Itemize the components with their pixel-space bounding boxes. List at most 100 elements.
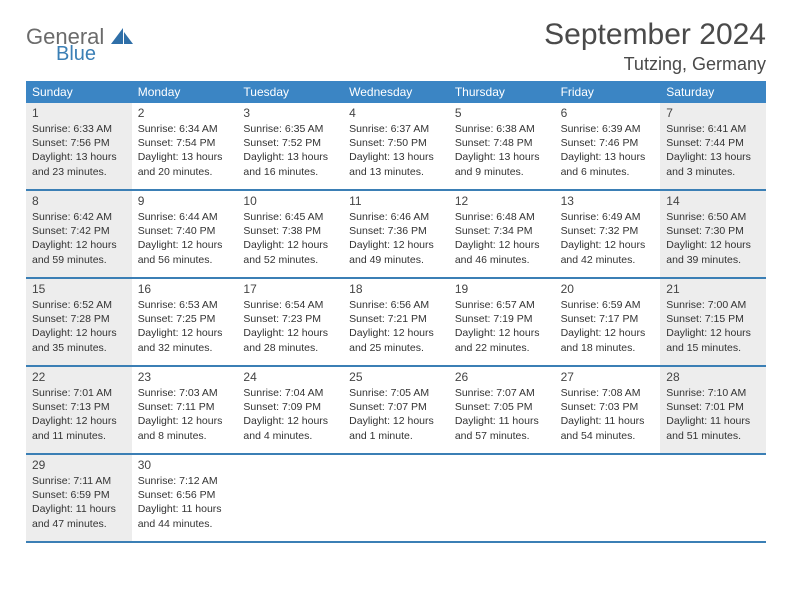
calendar-cell: 27Sunrise: 7:08 AMSunset: 7:03 PMDayligh… [555, 367, 661, 453]
daylight-text: Daylight: 13 hours and 23 minutes. [32, 150, 126, 178]
day-number: 3 [243, 106, 337, 120]
title-block: September 2024 Tutzing, Germany [544, 18, 766, 75]
daylight-text: Daylight: 13 hours and 6 minutes. [561, 150, 655, 178]
daylight-text: Daylight: 12 hours and 56 minutes. [138, 238, 232, 266]
sunset-text: Sunset: 7:28 PM [32, 312, 126, 326]
daylight-text: Daylight: 12 hours and 4 minutes. [243, 414, 337, 442]
sunset-text: Sunset: 7:34 PM [455, 224, 549, 238]
calendar-cell: 2Sunrise: 6:34 AMSunset: 7:54 PMDaylight… [132, 103, 238, 189]
sunset-text: Sunset: 7:21 PM [349, 312, 443, 326]
calendar-cell: 15 Sunrise: 6:52 AMSunset: 7:28 PMDayligh… [26, 279, 132, 365]
calendar-cell: 23Sunrise: 7:03 AMSunset: 7:11 PMDayligh… [132, 367, 238, 453]
day-number: 15 [32, 282, 126, 296]
sunrise-text: Sunrise: 6:56 AM [349, 298, 443, 312]
day-number: 22 [32, 370, 126, 384]
calendar-cell: 24 Sunrise: 7:04 AMSunset: 7:09 PMDayligh… [237, 367, 343, 453]
calendar-cell [343, 455, 449, 541]
calendar-cell: 13Sunrise: 6:49 AMSunset: 7:32 PMDayligh… [555, 191, 661, 277]
daylight-text: Daylight: 13 hours and 13 minutes. [349, 150, 443, 178]
calendar-cell [237, 455, 343, 541]
calendar-cell: 21Sunrise: 7:00 AMSunset: 7:15 PMDayligh… [660, 279, 766, 365]
weekday-header: Thursday [449, 81, 555, 103]
calendar-body: 1Sunrise: 6:33 AMSunset: 7:56 PMDaylight… [26, 103, 766, 543]
day-number: 6 [561, 106, 655, 120]
sunset-text: Sunset: 7:32 PM [561, 224, 655, 238]
calendar-cell: 4 Sunrise: 6:37 AMSunset: 7:50 PMDaylight… [343, 103, 449, 189]
daylight-text: Daylight: 12 hours and 35 minutes. [32, 326, 126, 354]
day-number: 28 [666, 370, 760, 384]
day-number: 5 [455, 106, 549, 120]
brand-sail-icon [111, 26, 133, 44]
sunrise-text: Sunrise: 6:48 AM [455, 210, 549, 224]
sunrise-text: Sunrise: 6:41 AM [666, 122, 760, 136]
sunrise-text: Sunrise: 6:37 AM [349, 122, 443, 136]
day-number: 27 [561, 370, 655, 384]
calendar-cell: 1Sunrise: 6:33 AMSunset: 7:56 PMDaylight… [26, 103, 132, 189]
daylight-text: Daylight: 12 hours and 22 minutes. [455, 326, 549, 354]
calendar-week-row: 15Sunrise: 6:52 AMSunset: 7:28 PMDayligh… [26, 279, 766, 367]
calendar-cell: 29 Sunrise: 7:11 AMSunset: 6:59 PMDayligh… [26, 455, 132, 541]
calendar-cell [449, 455, 555, 541]
daylight-text: Daylight: 11 hours and 57 minutes. [455, 414, 549, 442]
month-title: September 2024 [544, 18, 766, 52]
sunrise-text: Sunrise: 6:59 AM [561, 298, 655, 312]
calendar-week-row: 29 Sunrise: 7:11 AMSunset: 6:59 PMDayligh… [26, 455, 766, 543]
sunrise-text: Sunrise: 7:11 AM [32, 474, 126, 488]
weekday-header: Tuesday [237, 81, 343, 103]
sunset-text: Sunset: 7:23 PM [243, 312, 337, 326]
sunrise-text: Sunrise: 7:10 AM [666, 386, 760, 400]
brand-logo: General Blue [26, 18, 133, 64]
day-number: 29 [32, 458, 126, 472]
sunrise-text: Sunrise: 6:42 AM [32, 210, 126, 224]
sunset-text: Sunset: 7:19 PM [455, 312, 549, 326]
calendar-week-row: 22Sunrise: 7:01 AMSunset: 7:13 PMDayligh… [26, 367, 766, 455]
day-number: 1 [32, 106, 126, 120]
calendar-cell: 3Sunrise: 6:35 AMSunset: 7:52 PMDaylight… [237, 103, 343, 189]
day-number: 20 [561, 282, 655, 296]
calendar-cell: 17Sunrise: 6:54 AMSunset: 7:23 PMDayligh… [237, 279, 343, 365]
sunset-text: Sunset: 7:50 PM [349, 136, 443, 150]
sunset-text: Sunset: 7:15 PM [666, 312, 760, 326]
sunset-text: Sunset: 7:36 PM [349, 224, 443, 238]
calendar-cell: 9Sunrise: 6:44 AMSunset: 7:40 PMDaylight… [132, 191, 238, 277]
day-number: 4 [349, 106, 443, 120]
calendar-week-row: 1Sunrise: 6:33 AMSunset: 7:56 PMDaylight… [26, 103, 766, 191]
sunset-text: Sunset: 7:25 PM [138, 312, 232, 326]
daylight-text: Daylight: 13 hours and 20 minutes. [138, 150, 232, 178]
daylight-text: Daylight: 12 hours and 15 minutes. [666, 326, 760, 354]
calendar-cell: 30Sunrise: 7:12 AMSunset: 6:56 PMDayligh… [132, 455, 238, 541]
day-number: 24 [243, 370, 337, 384]
sunrise-text: Sunrise: 6:38 AM [455, 122, 549, 136]
day-number: 10 [243, 194, 337, 208]
sunrise-text: Sunrise: 6:46 AM [349, 210, 443, 224]
sunrise-text: Sunrise: 6:52 AM [32, 298, 126, 312]
daylight-text: Daylight: 13 hours and 16 minutes. [243, 150, 337, 178]
sunrise-text: Sunrise: 6:53 AM [138, 298, 232, 312]
sunset-text: Sunset: 7:46 PM [561, 136, 655, 150]
daylight-text: Daylight: 11 hours and 51 minutes. [666, 414, 760, 442]
sunset-text: Sunset: 7:30 PM [666, 224, 760, 238]
calendar-week-row: 8Sunrise: 6:42 AMSunset: 7:42 PMDaylight… [26, 191, 766, 279]
sunset-text: Sunset: 6:59 PM [32, 488, 126, 502]
day-number: 16 [138, 282, 232, 296]
sunrise-text: Sunrise: 7:04 AM [243, 386, 337, 400]
sunrise-text: Sunrise: 7:01 AM [32, 386, 126, 400]
day-number: 2 [138, 106, 232, 120]
weekday-header: Friday [555, 81, 661, 103]
day-number: 26 [455, 370, 549, 384]
sunrise-text: Sunrise: 7:03 AM [138, 386, 232, 400]
sunset-text: Sunset: 7:40 PM [138, 224, 232, 238]
sunrise-text: Sunrise: 6:50 AM [666, 210, 760, 224]
day-number: 7 [666, 106, 760, 120]
sunset-text: Sunset: 7:48 PM [455, 136, 549, 150]
calendar-cell [555, 455, 661, 541]
sunrise-text: Sunrise: 6:44 AM [138, 210, 232, 224]
sunset-text: Sunset: 7:09 PM [243, 400, 337, 414]
calendar-cell: 5Sunrise: 6:38 AMSunset: 7:48 PMDaylight… [449, 103, 555, 189]
daylight-text: Daylight: 11 hours and 47 minutes. [32, 502, 126, 530]
brand-text: General Blue [26, 24, 133, 64]
weekday-header: Monday [132, 81, 238, 103]
sunrise-text: Sunrise: 6:49 AM [561, 210, 655, 224]
calendar-cell: 11Sunrise: 6:46 AMSunset: 7:36 PMDayligh… [343, 191, 449, 277]
calendar-cell [660, 455, 766, 541]
